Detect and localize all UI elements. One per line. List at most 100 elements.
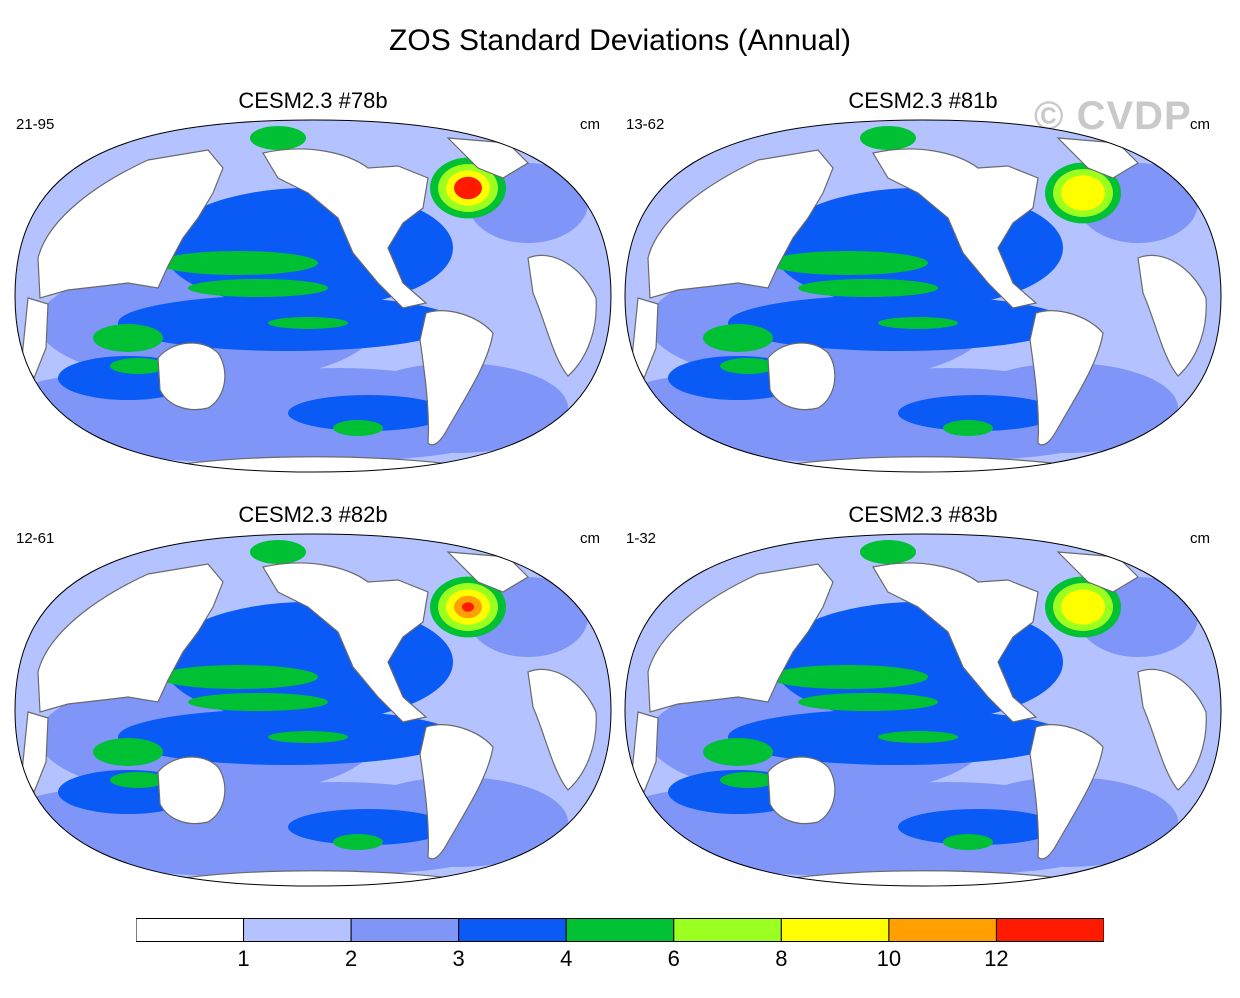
sd-contour-4-6 — [768, 251, 928, 275]
colorbar-box — [565, 918, 675, 942]
colorbar-tick-label: 2 — [344, 946, 358, 971]
land-mass — [647, 149, 834, 299]
sd-arctic-patch — [250, 126, 306, 150]
colorbar-boxes — [136, 918, 1104, 942]
colorbar-tick-label: 4 — [560, 946, 573, 971]
land-mass — [21, 297, 49, 380]
land-mass — [419, 724, 494, 860]
sd-contour-4-6 — [158, 251, 318, 275]
panel-title: CESM2.3 #83b — [848, 502, 998, 527]
land-mass — [872, 562, 1039, 723]
colorbar-box — [136, 918, 245, 942]
land-mass — [1137, 668, 1207, 791]
sd-contour-2-3 — [688, 837, 1088, 877]
colorbar-tick-label: 8 — [775, 946, 788, 971]
sd-contour-4-6 — [798, 279, 938, 297]
colorbar: 1 2 3 4 6 8 10 12 — [136, 918, 1104, 978]
sd-contour-3-4 — [898, 395, 1058, 431]
sd-contour-4-6 — [703, 324, 773, 352]
sd-contour-3-4 — [898, 809, 1058, 845]
sd-contour-4-6 — [93, 738, 163, 766]
sd-contour-4-6 — [110, 358, 166, 374]
sd-contour-3-4 — [288, 395, 448, 431]
colorbar-box — [458, 918, 567, 942]
panel-title: CESM2.3 #81b — [848, 88, 998, 113]
land-mass — [37, 149, 224, 299]
sd-contour-4-6 — [878, 317, 958, 329]
world-map — [624, 533, 1222, 887]
figure-title: ZOS Standard Deviations (Annual) — [389, 24, 851, 57]
world-map — [14, 119, 612, 473]
colorbar-box — [995, 918, 1104, 942]
panel-title: CESM2.3 #82b — [238, 502, 388, 527]
map-frame — [14, 119, 612, 473]
world-map — [624, 119, 1222, 473]
map-frame — [624, 533, 1222, 887]
colorbar-box — [243, 918, 352, 942]
land-mass — [1137, 254, 1207, 377]
sd-contour-4-6 — [333, 834, 383, 850]
land-mass — [767, 756, 836, 825]
sd-contour-4-6 — [798, 693, 938, 711]
map-panel-81b: CESM2.3 #81b 13-62 cm — [618, 88, 1228, 483]
panel-years: 12-61 — [16, 530, 55, 547]
colorbar-tick-label: 1 — [237, 946, 250, 971]
panel-units: cm — [580, 116, 600, 133]
land-mass — [872, 148, 1039, 309]
sd-arctic-patch — [250, 540, 306, 564]
sd-contour-4-6 — [158, 665, 318, 689]
colorbar-box — [673, 918, 782, 942]
land-mass — [419, 310, 494, 446]
sd-contour-4-6 — [188, 279, 328, 297]
land-mass — [631, 711, 659, 794]
sd-contour-3-4 — [288, 809, 448, 845]
panel-units: cm — [580, 530, 600, 547]
sd-contour-4-6 — [268, 317, 348, 329]
sd-contour-4-6 — [720, 358, 776, 374]
land-mass — [527, 668, 597, 791]
panel-units: cm — [1190, 116, 1210, 133]
sd-contour-4-6 — [703, 738, 773, 766]
sd-arctic-patch — [860, 540, 916, 564]
colorbar-tick-label: 10 — [876, 946, 902, 971]
colorbar-box — [888, 918, 997, 942]
sd-contour-4-6 — [110, 772, 166, 788]
panel-years: 1-32 — [626, 530, 657, 547]
panel-units: cm — [1190, 530, 1210, 547]
land-mass — [647, 563, 834, 713]
map-frame — [14, 533, 612, 887]
sd-contour-4-6 — [188, 693, 328, 711]
sd-contour-4-6 — [943, 420, 993, 436]
land-mass — [21, 711, 49, 794]
sd-hotspot — [1061, 589, 1105, 625]
land-mass — [157, 342, 226, 411]
colorbar-tick-label: 6 — [667, 946, 680, 971]
colorbar-box — [780, 918, 890, 942]
land-mass — [262, 562, 429, 723]
map-panel-82b: CESM2.3 #82b 12-61 cm — [8, 502, 618, 897]
colorbar-box — [350, 918, 460, 942]
panel-title: CESM2.3 #78b — [238, 88, 388, 113]
sd-contour-2-3 — [78, 423, 478, 463]
sd-contour-4-6 — [93, 324, 163, 352]
map-panel-78b: CESM2.3 #78b 21-95 cm — [8, 88, 618, 483]
sd-arctic-patch — [860, 126, 916, 150]
land-mass — [527, 254, 597, 377]
land-mass — [157, 756, 226, 825]
sd-hotspot — [462, 602, 474, 612]
land-mass — [767, 342, 836, 411]
sd-contour-4-6 — [878, 731, 958, 743]
land-mass — [1029, 724, 1104, 860]
sd-contour-2-3 — [78, 837, 478, 877]
map-frame — [624, 119, 1222, 473]
land-mass — [37, 563, 224, 713]
sd-contour-2-3 — [688, 423, 1088, 463]
land-mass — [631, 297, 659, 380]
colorbar-tick-label: 12 — [984, 946, 1009, 971]
land-mass — [1029, 310, 1104, 446]
colorbar-tick-label: 3 — [452, 946, 465, 971]
world-map — [14, 533, 612, 887]
sd-contour-4-6 — [333, 420, 383, 436]
land-mass — [262, 148, 429, 309]
map-panel-83b: CESM2.3 #83b 1-32 cm — [618, 502, 1228, 897]
